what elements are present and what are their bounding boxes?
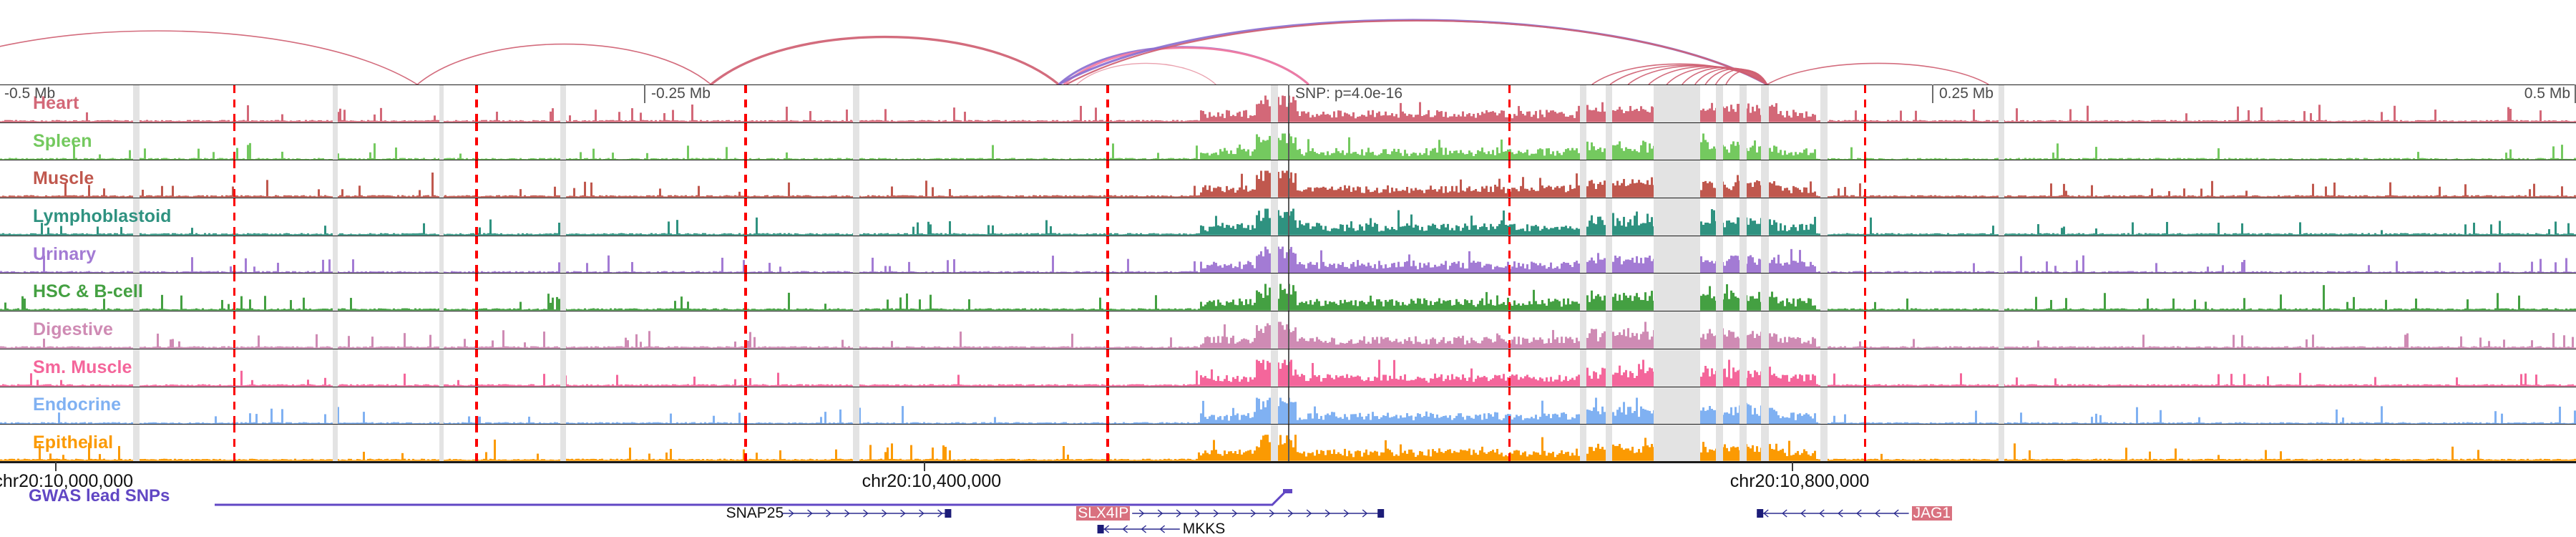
gene-exon bbox=[1097, 525, 1104, 533]
interaction-arc bbox=[1627, 65, 1768, 84]
gene-strand-arrow bbox=[1194, 509, 1201, 518]
axis-line bbox=[0, 462, 2576, 463]
gene-strand-arrow bbox=[900, 509, 906, 518]
interaction-arc bbox=[1767, 62, 1989, 84]
gene-strand-arrow bbox=[1157, 509, 1163, 518]
gene-label-slx4ip[interactable]: SLX4IP bbox=[1076, 505, 1131, 521]
signal-waveform bbox=[0, 123, 2576, 160]
gene-exon bbox=[1757, 509, 1764, 518]
gene-exon bbox=[1377, 509, 1385, 518]
gene-strand-arrow bbox=[1159, 525, 1166, 533]
gwas-connector-line bbox=[215, 489, 1288, 506]
gene-strand-arrow bbox=[1800, 509, 1806, 518]
signal-track-urinary[interactable]: Urinary bbox=[0, 235, 2576, 274]
axis-tick bbox=[1791, 462, 1793, 471]
axis-tick-label: chr20:10,400,000 bbox=[862, 471, 1002, 491]
signal-track-endocrine[interactable]: Endocrine bbox=[0, 386, 2576, 425]
interaction-arc bbox=[1666, 66, 1768, 84]
gene-strand-arrow bbox=[1138, 509, 1145, 518]
signal-waveform bbox=[0, 274, 2576, 311]
signal-waveform bbox=[0, 198, 2576, 236]
gene-strand-arrow bbox=[1250, 509, 1257, 518]
chromatin-interaction-arc-panel bbox=[0, 0, 2576, 84]
gene-strand-arrow bbox=[1324, 509, 1331, 518]
signal-track-stack: Heart Spleen Muscle Lymphoblastoid Urinary HS… bbox=[0, 84, 2576, 462]
gene-strand-arrow bbox=[1838, 509, 1843, 518]
gene-strand-arrow bbox=[1287, 509, 1294, 518]
signal-track-sm-muscle[interactable]: Sm. Muscle bbox=[0, 348, 2576, 387]
interaction-arc bbox=[1648, 65, 1768, 84]
interaction-arc bbox=[1058, 46, 1309, 84]
interaction-arc bbox=[1065, 19, 1768, 84]
signal-track-heart[interactable]: Heart bbox=[0, 84, 2576, 122]
gwas-lollipop-canvas[interactable] bbox=[0, 489, 2576, 509]
signal-track-muscle[interactable]: Muscle bbox=[0, 160, 2576, 198]
signal-track-lymphoblastoid[interactable]: Lymphoblastoid bbox=[0, 198, 2576, 236]
gene-strand-arrow bbox=[789, 509, 794, 518]
gene-strand-arrow bbox=[844, 509, 850, 518]
gene-strand-arrow bbox=[1782, 509, 1787, 518]
axis-tick-label: chr20:10,800,000 bbox=[1729, 471, 1870, 491]
signal-waveform bbox=[0, 387, 2576, 425]
gene-strand-arrow bbox=[1875, 509, 1880, 518]
interaction-arc bbox=[1725, 69, 1768, 84]
gene-label-snap25[interactable]: SNAP25 bbox=[726, 505, 784, 521]
signal-track-spleen[interactable]: Spleen bbox=[0, 122, 2576, 160]
gene-strand-arrow bbox=[1176, 509, 1182, 518]
gene-strand-arrow bbox=[1819, 509, 1825, 518]
interaction-arc bbox=[710, 35, 1060, 84]
gene-strand-arrow bbox=[919, 509, 924, 518]
signal-waveform bbox=[0, 236, 2576, 274]
signal-track-hsc-b-cell[interactable]: HSC & B-cell bbox=[0, 273, 2576, 311]
axis-tick bbox=[55, 462, 57, 471]
interaction-arc bbox=[0, 30, 418, 84]
gene-strand-arrow bbox=[1231, 509, 1238, 518]
gene-strand-arrow bbox=[1362, 509, 1368, 518]
gene-strand-arrow bbox=[1306, 509, 1312, 518]
interaction-arc bbox=[416, 43, 712, 84]
gene-strand-arrow bbox=[863, 509, 869, 518]
signal-waveform bbox=[0, 425, 2576, 461]
gene-strand-arrow bbox=[1269, 509, 1275, 518]
gwas-lead-snp-marker[interactable] bbox=[1283, 489, 1292, 493]
gene-strand-arrow bbox=[1213, 509, 1219, 518]
signal-track-epithelial[interactable]: Epithelial bbox=[0, 424, 2576, 462]
gwas-lead-snp-lane: GWAS lead SNPs bbox=[0, 486, 2576, 509]
gene-label-mkks[interactable]: MKKS bbox=[1182, 521, 1226, 537]
gene-strand-arrow bbox=[1763, 509, 1769, 518]
signal-waveform bbox=[0, 311, 2576, 349]
gene-model-panel: SNAP25 SLX4IP JAG1 MKKS bbox=[0, 505, 2576, 537]
axis-tick bbox=[923, 462, 925, 471]
gene-strand-arrow bbox=[807, 509, 813, 518]
axis-tick-label: chr20:10,000,000 bbox=[0, 471, 134, 491]
gene-strand-arrow bbox=[1893, 509, 1899, 518]
interaction-arc bbox=[1076, 62, 1216, 84]
signal-track-digestive[interactable]: Digestive bbox=[0, 311, 2576, 349]
gene-row bbox=[0, 521, 2576, 536]
interaction-arc bbox=[1063, 47, 1309, 84]
interaction-arc bbox=[1058, 19, 1768, 84]
signal-waveform bbox=[0, 85, 2576, 122]
gwas-lead-snp-label: GWAS lead SNPs bbox=[29, 486, 170, 505]
signal-waveform bbox=[0, 160, 2576, 198]
gene-row bbox=[0, 505, 2576, 520]
gene-strand-arrow bbox=[1343, 509, 1350, 518]
interaction-arc bbox=[1682, 67, 1768, 84]
gene-strand-arrow bbox=[1122, 525, 1128, 533]
gene-strand-arrow bbox=[1856, 509, 1862, 518]
gene-strand-arrow bbox=[882, 509, 887, 518]
gene-strand-arrow bbox=[826, 509, 831, 518]
arc-canvas bbox=[0, 19, 1989, 84]
genomic-coordinate-axis: chr20:10,000,000 chr20:10,400,000 chr20:10… bbox=[0, 462, 2576, 495]
gene-strand-arrow bbox=[937, 509, 943, 518]
gene-exon bbox=[945, 509, 952, 518]
gene-label-jag1[interactable]: JAG1 bbox=[1911, 505, 1953, 521]
gene-strand-arrow bbox=[1103, 525, 1110, 533]
signal-waveform bbox=[0, 349, 2576, 387]
gene-strand-arrow bbox=[1141, 525, 1147, 533]
